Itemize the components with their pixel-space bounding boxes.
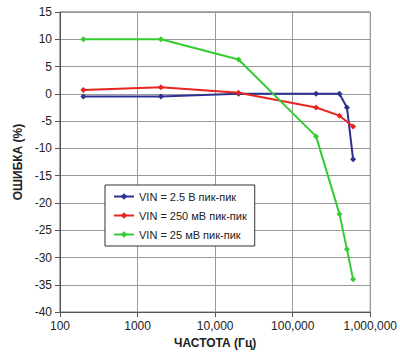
svg-text:ОШИБКА (%): ОШИБКА (%)	[11, 124, 25, 201]
svg-text:0: 0	[45, 87, 52, 101]
svg-text:1000: 1000	[124, 319, 151, 333]
svg-text:VIN = 25 мВ пик-пик: VIN = 25 мВ пик-пик	[139, 229, 241, 241]
svg-text:5: 5	[45, 60, 52, 74]
svg-text:10: 10	[39, 32, 53, 46]
svg-text:1,000,000: 1,000,000	[344, 319, 398, 333]
svg-text:15: 15	[39, 5, 53, 19]
svg-text:-5: -5	[41, 114, 52, 128]
svg-text:-40: -40	[35, 305, 53, 319]
svg-text:-25: -25	[35, 223, 53, 237]
svg-text:VIN = 2.5 В пик-пик: VIN = 2.5 В пик-пик	[139, 191, 236, 203]
svg-text:-10: -10	[35, 141, 53, 155]
svg-text:-30: -30	[35, 251, 53, 265]
svg-text:10,000: 10,000	[197, 319, 234, 333]
svg-text:-20: -20	[35, 196, 53, 210]
svg-text:100: 100	[50, 319, 70, 333]
svg-text:-35: -35	[35, 278, 53, 292]
svg-text:-15: -15	[35, 169, 53, 183]
svg-text:ЧАСТОТА (Гц): ЧАСТОТА (Гц)	[174, 336, 256, 350]
svg-text:VIN = 250 мВ пик-пик: VIN = 250 мВ пик-пик	[139, 210, 247, 222]
svg-text:100,000: 100,000	[271, 319, 315, 333]
